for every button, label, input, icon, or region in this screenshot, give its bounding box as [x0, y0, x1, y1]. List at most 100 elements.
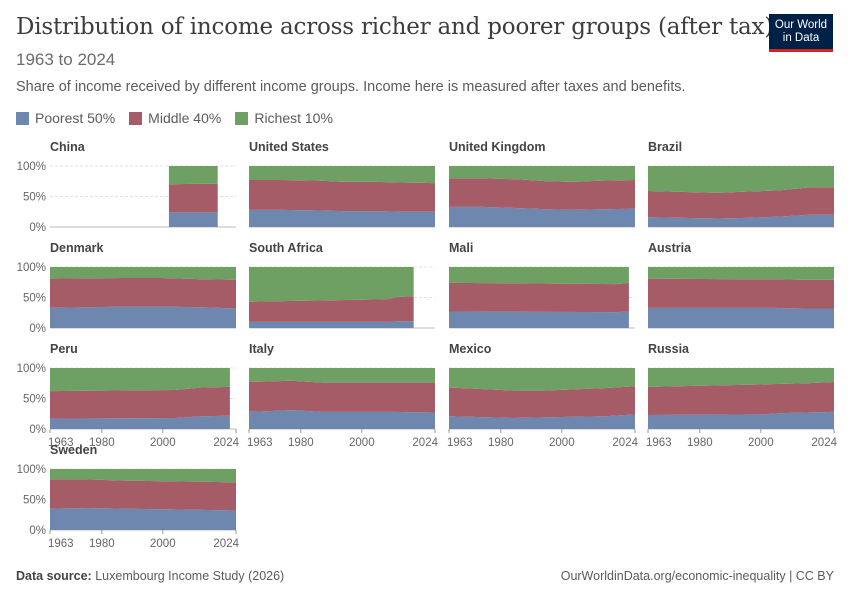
area-middle[interactable]	[50, 277, 236, 309]
panel-title: China	[50, 140, 86, 154]
area-poorest[interactable]	[50, 508, 236, 530]
area-poorest[interactable]	[249, 209, 435, 227]
legend-item-richest[interactable]: Richest 10%	[235, 110, 333, 126]
area-richest[interactable]	[648, 368, 834, 387]
panel-title: Denmark	[50, 241, 104, 255]
area-richest[interactable]	[449, 368, 635, 391]
logo-line-1: Our World	[774, 19, 828, 31]
legend-swatch-poorest	[16, 111, 29, 125]
area-middle[interactable]	[50, 479, 236, 511]
data-source-text[interactable]: Luxembourg Income Study (2026)	[95, 569, 285, 583]
area-middle[interactable]	[50, 386, 230, 419]
y-tick-label: 100%	[17, 262, 46, 274]
area-richest[interactable]	[648, 166, 834, 193]
area-middle[interactable]	[648, 278, 834, 309]
panel-title: Italy	[249, 342, 274, 356]
x-tick-label: 1980	[89, 538, 115, 550]
area-middle[interactable]	[648, 382, 834, 415]
area-richest[interactable]	[449, 166, 635, 182]
footer-credit[interactable]: OurWorldinData.org/economic-inequality |…	[560, 569, 834, 583]
y-tick-label: 50%	[23, 293, 46, 305]
panel-title: South Africa	[249, 241, 324, 255]
x-tick-label: 1980	[488, 437, 514, 449]
y-tick-label: 50%	[23, 495, 46, 507]
x-tick-label: 2024	[811, 437, 837, 449]
area-middle[interactable]	[249, 380, 435, 413]
panel-mali: Mali	[449, 241, 635, 329]
legend-swatch-middle	[129, 111, 143, 125]
panel-title: Sweden	[50, 443, 97, 457]
area-poorest[interactable]	[249, 410, 435, 429]
area-richest[interactable]	[249, 166, 435, 184]
panel-title: Austria	[648, 241, 692, 255]
y-tick-label: 50%	[23, 192, 46, 204]
x-tick-label: 2024	[213, 437, 239, 449]
area-poorest[interactable]	[648, 307, 834, 328]
area-richest[interactable]	[50, 267, 236, 280]
area-poorest[interactable]	[168, 212, 218, 227]
x-tick-label: 1963	[48, 437, 74, 449]
legend-label-richest: Richest 10%	[254, 110, 333, 126]
legend-item-middle[interactable]: Middle 40%	[129, 110, 221, 126]
x-tick-label: 1963	[247, 437, 273, 449]
panel-title: Mexico	[449, 342, 492, 356]
panel-title: Brazil	[648, 140, 682, 154]
panel-united-states: United States	[249, 140, 435, 228]
area-richest[interactable]	[648, 267, 834, 280]
area-richest[interactable]	[249, 368, 435, 383]
panel-brazil: Brazil	[648, 140, 834, 228]
panel-title: Mali	[449, 241, 473, 255]
panel-title: United Kingdom	[449, 140, 546, 154]
legend-item-poorest[interactable]: Poorest 50%	[16, 110, 115, 126]
area-middle[interactable]	[449, 386, 635, 419]
y-tick-label: 0%	[29, 525, 46, 537]
area-middle[interactable]	[249, 180, 435, 212]
x-tick-label: 1963	[447, 437, 473, 449]
area-poorest[interactable]	[449, 414, 635, 429]
panel-sweden: Sweden 0% 50% 100% 1963 1980 2000 2024	[17, 443, 240, 550]
panel-title: Russia	[648, 342, 690, 356]
panel-austria: Austria	[648, 241, 834, 329]
legend-label-middle: Middle 40%	[148, 110, 222, 126]
x-tick-label: 2000	[349, 437, 375, 449]
logo-line-2: in Data	[782, 32, 820, 44]
area-richest[interactable]	[449, 267, 629, 285]
area-poorest[interactable]	[50, 415, 230, 429]
panel-china: China 0% 50% 100%	[17, 140, 236, 234]
legend-label-poorest: Poorest 50%	[35, 110, 116, 126]
panel-peru: Peru 0% 50% 100% 1963 1980 2000 2024	[17, 342, 240, 449]
panel-south-africa: South Africa	[249, 241, 435, 329]
area-poorest[interactable]	[648, 214, 834, 227]
panel-title: United States	[249, 140, 329, 154]
area-richest[interactable]	[50, 469, 236, 483]
x-tick-label: 1980	[687, 437, 713, 449]
x-tick-label: 2000	[150, 437, 176, 449]
area-middle[interactable]	[648, 187, 834, 219]
area-poorest[interactable]	[249, 321, 414, 328]
panel-united-kingdom: United Kingdom	[449, 140, 635, 228]
area-richest[interactable]	[50, 368, 230, 392]
area-poorest[interactable]	[648, 411, 834, 429]
x-tick-label: 1963	[48, 538, 74, 550]
area-middle[interactable]	[168, 183, 218, 213]
y-tick-label: 50%	[23, 394, 46, 406]
area-poorest[interactable]	[50, 306, 236, 328]
data-source: Data source: Luxembourg Income Study (20…	[16, 569, 284, 583]
x-tick-label: 1980	[288, 437, 314, 449]
panel-title: Peru	[50, 342, 78, 356]
y-tick-label: 100%	[17, 363, 46, 375]
area-middle[interactable]	[449, 178, 635, 210]
area-richest[interactable]	[249, 267, 414, 302]
area-middle[interactable]	[449, 282, 629, 313]
area-richest[interactable]	[168, 166, 218, 185]
area-poorest[interactable]	[449, 311, 629, 328]
area-middle[interactable]	[249, 296, 414, 322]
panel-mexico: Mexico 1963 1980 2000 2024	[447, 342, 639, 449]
area-poorest[interactable]	[449, 206, 635, 227]
small-multiples-chart: China 0% 50% 100% United States United Kingdo…	[17, 140, 838, 550]
chart-description: Share of income received by different in…	[16, 79, 686, 95]
owid-logo[interactable]: Our World in Data	[769, 14, 833, 52]
y-tick-label: 0%	[29, 323, 46, 335]
x-tick-label: 2024	[412, 437, 438, 449]
chart-subtitle: 1963 to 2024	[16, 50, 116, 69]
